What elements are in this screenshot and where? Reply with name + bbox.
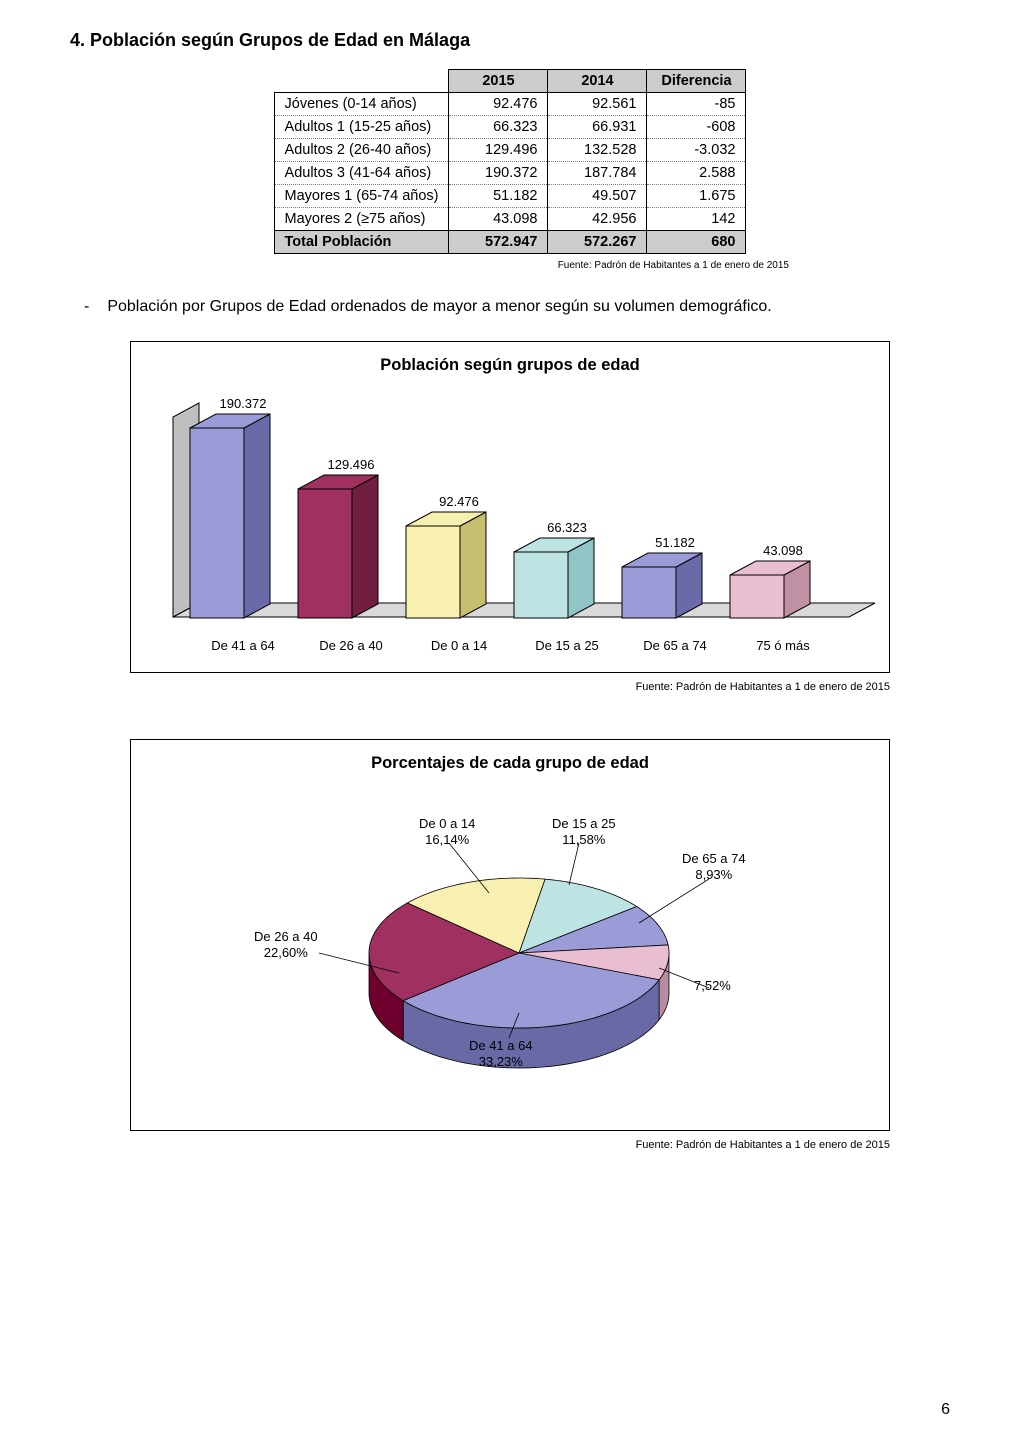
pie-slice-label: De 65 a 748,93% [682, 851, 746, 884]
col-diff: Diferencia [647, 70, 746, 93]
population-table: 2015 2014 Diferencia Jóvenes (0-14 años)… [274, 69, 747, 254]
table-row: Mayores 1 (65-74 años)51.18249.5071.675 [274, 185, 746, 208]
table-row: Mayores 2 (≥75 años)43.09842.956142 [274, 208, 746, 231]
page: 4. Población según Grupos de Edad en Mál… [0, 0, 1020, 1443]
row-diff: 1.675 [647, 185, 746, 208]
table-row: Adultos 1 (15-25 años)66.32366.931-608 [274, 116, 746, 139]
bar-value-label: 129.496 [297, 457, 405, 472]
row-2015: 43.098 [449, 208, 548, 231]
bar-slot: 129.496De 26 a 40 [297, 385, 405, 619]
row-diff: -3.032 [647, 139, 746, 162]
bar-value-label: 51.182 [621, 535, 729, 550]
bar-value-label: 190.372 [189, 396, 297, 411]
row-label: Adultos 1 (15-25 años) [274, 116, 449, 139]
col-blank [274, 70, 449, 93]
row-2014: 187.784 [548, 162, 647, 185]
row-label: Mayores 1 (65-74 años) [274, 185, 449, 208]
bar [405, 511, 487, 619]
row-2014: 92.561 [548, 93, 647, 116]
bar-slot: 43.09875 ó más [729, 385, 837, 619]
bar-value-label: 92.476 [405, 494, 513, 509]
bar-slot: 190.372De 41 a 64 [189, 385, 297, 619]
bar [729, 560, 811, 619]
pie-chart-area: De 0 a 1416,14% De 15 a 2511,58% De 65 a 7… [149, 783, 873, 1119]
row-2015: 66.323 [449, 116, 548, 139]
bar-slot: 92.476De 0 a 14 [405, 385, 513, 619]
row-diff: -85 [647, 93, 746, 116]
bullet-dash: - [84, 298, 89, 315]
row-2015: 92.476 [449, 93, 548, 116]
bar-category-label: 75 ó más [723, 638, 843, 653]
pie-chart-source: Fuente: Padrón de Habitantes a 1 de ener… [130, 1139, 890, 1151]
body-text: -Población por Grupos de Edad ordenados … [84, 295, 950, 319]
table-row: Adultos 2 (26-40 años)129.496132.528-3.0… [274, 139, 746, 162]
table-row: Jóvenes (0-14 años)92.47692.561-85 [274, 93, 746, 116]
bar [621, 552, 703, 619]
table-row: Adultos 3 (41-64 años)190.372187.7842.58… [274, 162, 746, 185]
total-label: Total Población [274, 231, 449, 254]
bar-category-label: De 65 a 74 [615, 638, 735, 653]
section-title: 4. Población según Grupos de Edad en Mál… [70, 30, 950, 51]
bar [513, 537, 595, 619]
total-diff: 680 [647, 231, 746, 254]
total-2015: 572.947 [449, 231, 548, 254]
row-diff: -608 [647, 116, 746, 139]
row-label: Adultos 3 (41-64 años) [274, 162, 449, 185]
bar-chart-area: 190.372De 41 a 64129.496De 26 a 4092.476… [149, 385, 873, 647]
bar-chart-frame: Población según grupos de edad 190.372De… [130, 341, 890, 673]
row-label: Mayores 2 (≥75 años) [274, 208, 449, 231]
row-2015: 129.496 [449, 139, 548, 162]
bar-chart-source: Fuente: Padrón de Habitantes a 1 de ener… [130, 681, 890, 693]
page-number: 6 [941, 1401, 950, 1419]
row-2015: 51.182 [449, 185, 548, 208]
bar-category-label: De 41 a 64 [183, 638, 303, 653]
pie-slice-label: De 26 a 4022,60% [254, 929, 318, 962]
bar-value-label: 66.323 [513, 520, 621, 535]
total-2014: 572.267 [548, 231, 647, 254]
row-2014: 49.507 [548, 185, 647, 208]
bar [297, 474, 379, 619]
bar-value-label: 43.098 [729, 543, 837, 558]
row-diff: 2.588 [647, 162, 746, 185]
pie-chart-frame: Porcentajes de cada grupo de edad De 0 a… [130, 739, 890, 1131]
row-label: Jóvenes (0-14 años) [274, 93, 449, 116]
bar-category-label: De 0 a 14 [399, 638, 519, 653]
row-label: Adultos 2 (26-40 años) [274, 139, 449, 162]
pie-slice-label: 7,52% [694, 978, 731, 994]
pie-chart-title: Porcentajes de cada grupo de edad [149, 754, 871, 773]
table-source: Fuente: Padrón de Habitantes a 1 de ener… [231, 260, 789, 271]
row-2015: 190.372 [449, 162, 548, 185]
row-2014: 66.931 [548, 116, 647, 139]
row-2014: 132.528 [548, 139, 647, 162]
bar-category-label: De 26 a 40 [291, 638, 411, 653]
pie-slice-label: De 41 a 6433,23% [469, 1038, 533, 1071]
col-2015: 2015 [449, 70, 548, 93]
pie-slice-label: De 0 a 1416,14% [419, 816, 475, 849]
row-diff: 142 [647, 208, 746, 231]
col-2014: 2014 [548, 70, 647, 93]
pie-slice-label: De 15 a 2511,58% [552, 816, 616, 849]
row-2014: 42.956 [548, 208, 647, 231]
table-total-row: Total Población572.947572.267680 [274, 231, 746, 254]
bar-slot: 51.182De 65 a 74 [621, 385, 729, 619]
bar [189, 413, 271, 619]
bar-category-label: De 15 a 25 [507, 638, 627, 653]
bar-chart-title: Población según grupos de edad [149, 356, 871, 375]
bar-slot: 66.323De 15 a 25 [513, 385, 621, 619]
